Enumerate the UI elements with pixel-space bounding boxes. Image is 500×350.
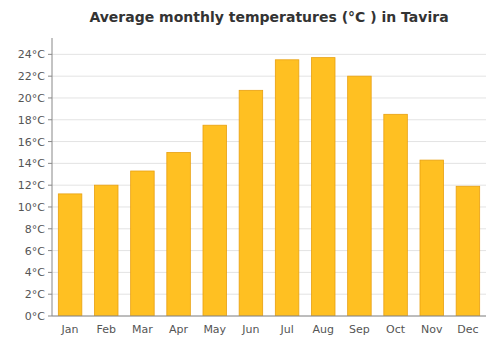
chart-svg: Average monthly temperatures (°C ) in Ta… <box>0 0 500 350</box>
y-tick-label: 24°C <box>18 48 45 61</box>
bar <box>275 60 299 316</box>
x-tick-label: Apr <box>169 323 189 336</box>
y-tick <box>48 141 52 142</box>
bar <box>384 114 408 316</box>
grid-line <box>52 76 486 77</box>
x-tick-label: Sep <box>349 323 370 336</box>
x-tick-label: Jun <box>241 323 259 336</box>
x-axis: Jan Feb Mar Apr May Jun Jul Aug Sep Oct Nov Dec <box>52 316 486 336</box>
y-tick <box>48 206 52 207</box>
y-axis-line <box>52 38 53 316</box>
y-tick-label: 16°C <box>18 136 45 149</box>
x-tick-label: Jan <box>61 323 79 336</box>
grid-line <box>52 54 486 55</box>
grid-line <box>52 316 486 317</box>
bar <box>311 58 335 316</box>
y-tick-label: 12°C <box>18 179 45 192</box>
y-tick <box>48 119 52 120</box>
y-tick-label: 6°C <box>25 245 45 258</box>
y-tick <box>48 163 52 164</box>
x-tick-label: Aug <box>313 323 334 336</box>
x-tick-label: Jul <box>279 323 293 336</box>
y-tick <box>48 316 52 317</box>
bar <box>94 185 118 316</box>
y-tick <box>48 76 52 77</box>
bar <box>456 186 480 316</box>
y-tick <box>48 54 52 55</box>
bar <box>58 194 82 316</box>
background <box>0 0 500 350</box>
chart-title: Average monthly temperatures (°C ) in Ta… <box>89 9 448 25</box>
y-tick-label: 0°C <box>25 310 45 323</box>
x-tick-label: Mar <box>132 323 153 336</box>
y-tick-label: 18°C <box>18 114 45 127</box>
y-tick-label: 20°C <box>18 92 45 105</box>
y-tick-label: 22°C <box>18 70 45 83</box>
y-tick-label: 14°C <box>18 157 45 170</box>
y-tick-label: 8°C <box>25 223 45 236</box>
bars <box>58 58 479 316</box>
y-tick <box>48 97 52 98</box>
bar <box>348 76 372 316</box>
x-axis-line <box>52 316 486 317</box>
x-tick-label: Oct <box>386 323 406 336</box>
y-tick <box>48 272 52 273</box>
bar <box>420 160 444 316</box>
grid-line <box>52 141 486 142</box>
x-tick-label: Nov <box>421 323 443 336</box>
y-axis: 0°C 2°C 4°C 6°C 8°C 10°C 12°C 14°C 16°C 18°C 20°C 2… <box>18 38 486 323</box>
chart-container: Average monthly temperatures (°C ) in Ta… <box>0 0 500 350</box>
bar <box>131 171 155 316</box>
y-tick <box>48 185 52 186</box>
bar <box>239 90 263 316</box>
y-tick <box>48 250 52 251</box>
bar <box>167 152 191 316</box>
y-tick-label: 4°C <box>25 266 45 279</box>
grid-line <box>52 119 486 120</box>
x-tick-label: May <box>203 323 226 336</box>
y-tick-label: 2°C <box>25 288 45 301</box>
bar <box>203 125 227 316</box>
y-tick <box>48 294 52 295</box>
y-tick-label: 10°C <box>18 201 45 214</box>
grid-line <box>52 97 486 98</box>
x-tick-label: Dec <box>457 323 478 336</box>
y-tick <box>48 228 52 229</box>
x-tick-label: Feb <box>97 323 116 336</box>
